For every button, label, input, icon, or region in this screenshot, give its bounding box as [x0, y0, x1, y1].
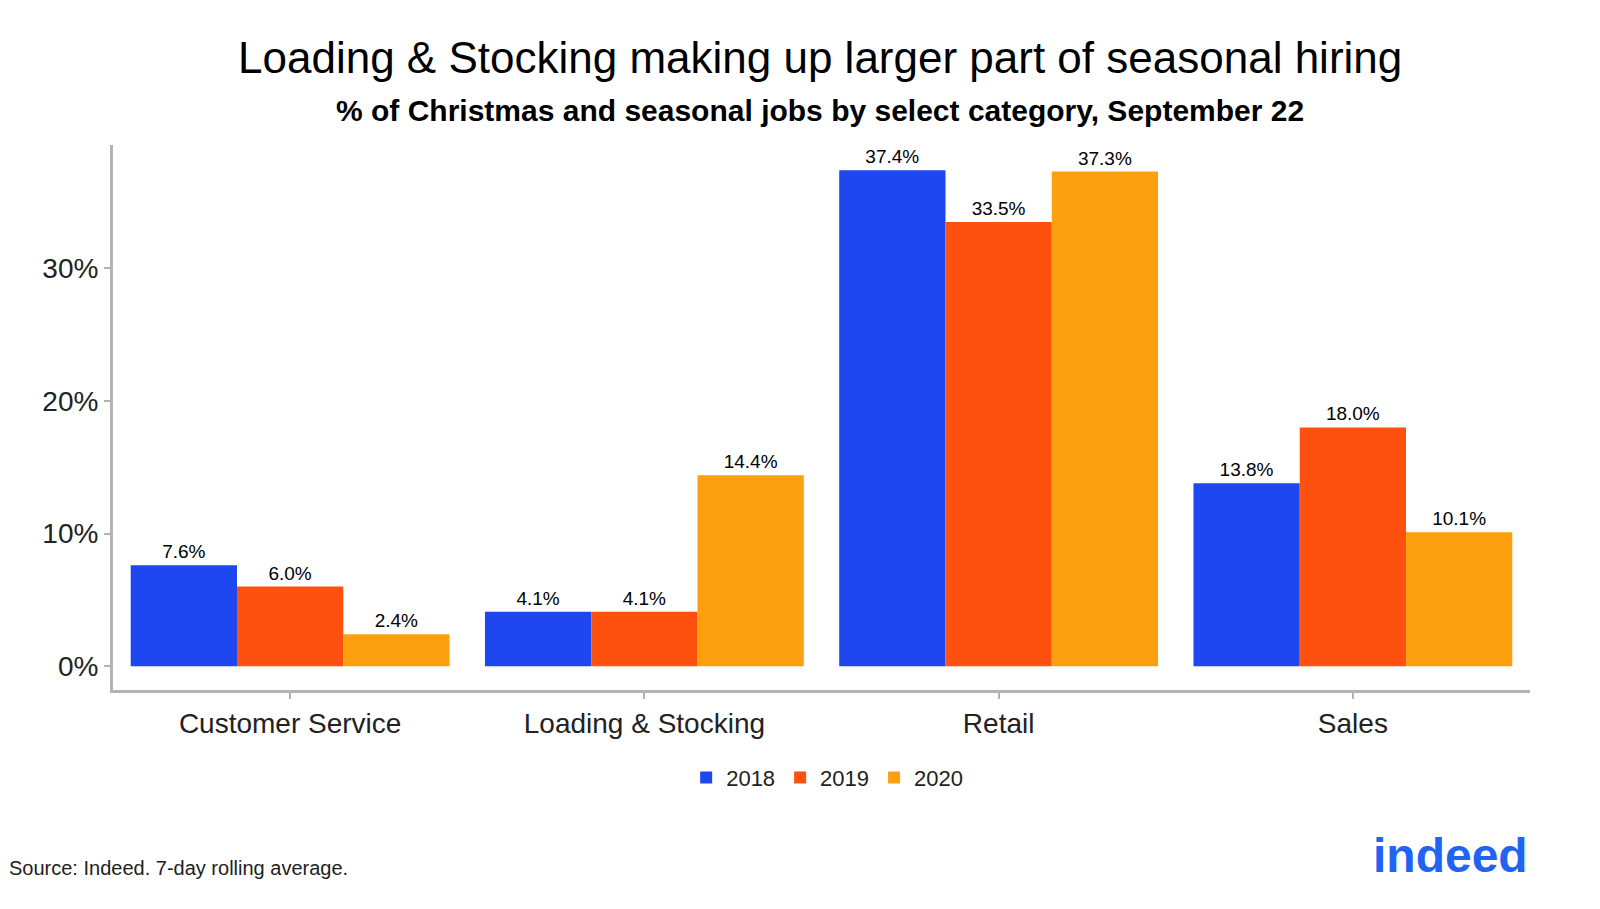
svg-text:20%: 20%	[42, 386, 98, 417]
svg-text:6.0%: 6.0%	[268, 563, 311, 584]
svg-text:Sales: Sales	[1318, 708, 1388, 739]
svg-text:33.5%: 33.5%	[972, 198, 1026, 219]
svg-text:Customer Service: Customer Service	[179, 708, 402, 739]
svg-text:Source: Indeed. 7-day rolling: Source: Indeed. 7-day rolling average.	[9, 857, 348, 879]
svg-text:2018: 2018	[726, 766, 775, 791]
svg-text:18.0%: 18.0%	[1326, 403, 1380, 424]
svg-text:Loading & Stocking: Loading & Stocking	[524, 708, 765, 739]
svg-text:2020: 2020	[914, 766, 963, 791]
svg-text:10%: 10%	[42, 518, 98, 549]
svg-text:2019: 2019	[820, 766, 869, 791]
svg-text:Loading & Stocking making up l: Loading & Stocking making up larger part…	[238, 33, 1402, 82]
svg-text:37.4%: 37.4%	[865, 146, 919, 167]
svg-text:14.4%: 14.4%	[724, 451, 778, 472]
svg-text:13.8%: 13.8%	[1220, 459, 1274, 480]
svg-text:4.1%: 4.1%	[516, 588, 559, 609]
svg-text:2.4%: 2.4%	[375, 610, 418, 631]
svg-text:10.1%: 10.1%	[1432, 508, 1486, 529]
svg-text:Retail: Retail	[963, 708, 1035, 739]
svg-text:% of Christmas and seasonal jo: % of Christmas and seasonal jobs by sele…	[336, 94, 1304, 127]
svg-text:7.6%: 7.6%	[162, 541, 205, 562]
svg-text:4.1%: 4.1%	[623, 588, 666, 609]
svg-text:30%: 30%	[42, 253, 98, 284]
svg-text:indeed: indeed	[1373, 829, 1528, 882]
svg-text:0%: 0%	[58, 651, 98, 682]
svg-text:37.3%: 37.3%	[1078, 148, 1132, 169]
